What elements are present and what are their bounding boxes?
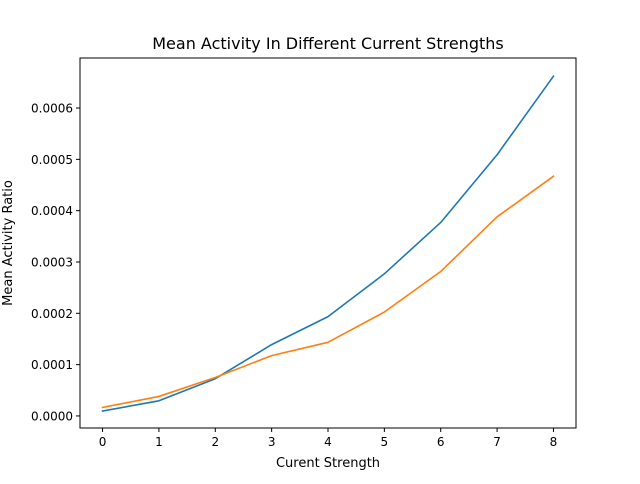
- x-tick-label: 1: [155, 435, 163, 449]
- x-tick-label: 0: [99, 435, 107, 449]
- chart-title: Mean Activity In Different Current Stren…: [152, 34, 503, 53]
- x-tick-label: 8: [550, 435, 558, 449]
- y-tick-label: 0.0001: [31, 358, 73, 372]
- y-tick-label: 0.0000: [31, 409, 73, 423]
- x-axis-label: Curent Strength: [276, 456, 380, 471]
- x-tick-label: 5: [381, 435, 389, 449]
- y-tick-label: 0.0002: [31, 307, 73, 321]
- x-tick-label: 7: [493, 435, 501, 449]
- y-tick-label: 0.0005: [31, 153, 73, 167]
- x-tick-label: 4: [324, 435, 332, 449]
- x-tick-label: 2: [211, 435, 219, 449]
- y-axis-label: Mean Activity Ratio: [1, 180, 16, 306]
- x-tick-label: 6: [437, 435, 445, 449]
- y-tick-label: 0.0004: [31, 204, 73, 218]
- y-tick-label: 0.0003: [31, 255, 73, 269]
- y-tick-label: 0.0006: [31, 102, 73, 116]
- x-tick-label: 3: [268, 435, 276, 449]
